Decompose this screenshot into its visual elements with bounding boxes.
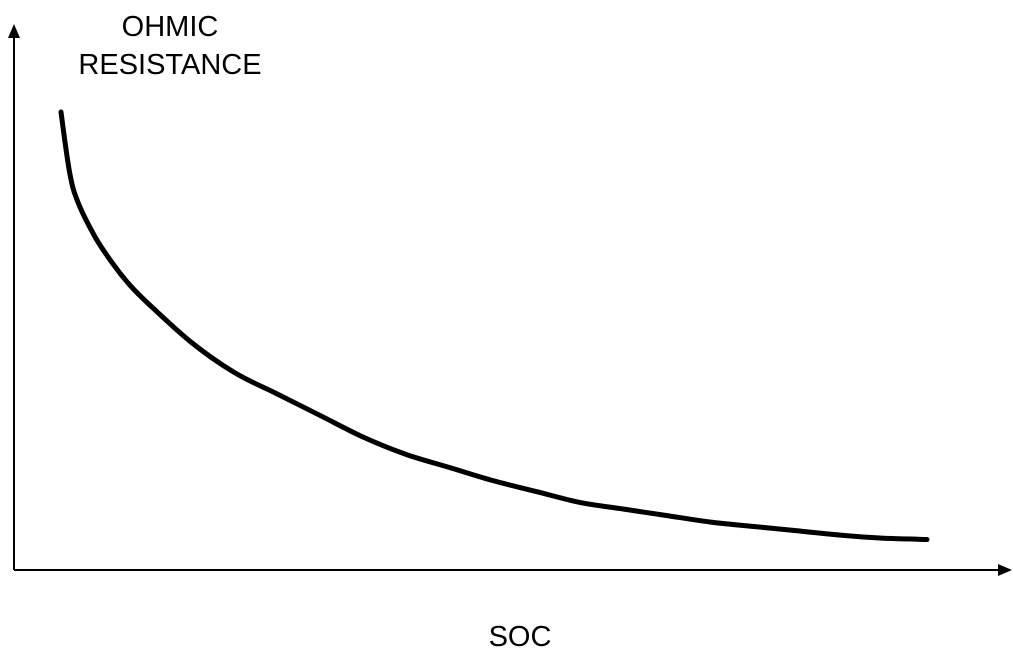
x-axis-label: SOC	[488, 621, 552, 653]
x-axis-arrow-icon	[998, 564, 1012, 576]
y-axis-arrow-icon	[8, 24, 20, 38]
series-line-ohmic-resistance	[58, 109, 930, 542]
y-axis-label: OHMIC RESISTANCE	[78, 11, 262, 81]
